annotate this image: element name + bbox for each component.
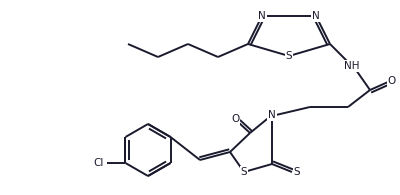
Text: S: S (241, 167, 247, 177)
Text: O: O (388, 76, 396, 86)
Text: N: N (312, 11, 320, 21)
Text: S: S (294, 167, 300, 177)
Text: O: O (231, 114, 239, 124)
Text: Cl: Cl (93, 158, 104, 168)
Text: NH: NH (344, 61, 360, 71)
Text: N: N (258, 11, 266, 21)
Text: S: S (286, 51, 292, 61)
Text: N: N (268, 110, 276, 120)
